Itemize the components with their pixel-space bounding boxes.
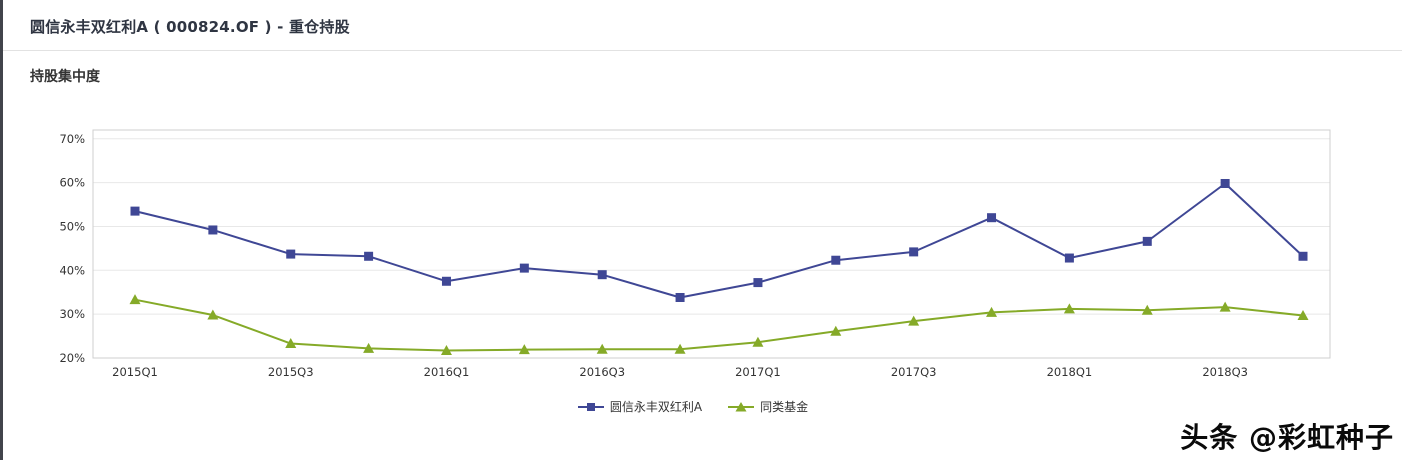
square-marker-icon — [577, 401, 604, 413]
svg-text:30%: 30% — [59, 307, 85, 321]
svg-text:2015Q1: 2015Q1 — [112, 365, 158, 379]
triangle-marker-icon — [728, 401, 755, 413]
legend-label-peer-funds: 同类基金 — [760, 400, 809, 414]
svg-text:20%: 20% — [59, 351, 85, 365]
svg-text:70%: 70% — [59, 132, 85, 146]
svg-text:40%: 40% — [59, 263, 85, 277]
svg-text:2016Q3: 2016Q3 — [579, 365, 625, 379]
concentration-line-chart: 20% 30% 40% 50% 60% 70% 2015Q1 2015Q3 2016Q1 2016… — [59, 129, 1331, 379]
legend-item-peer-funds[interactable]: 同类基金 — [728, 398, 808, 415]
svg-text:60%: 60% — [59, 176, 85, 190]
window-left-edge — [0, 0, 3, 460]
svg-text:50%: 50% — [59, 219, 85, 233]
header-divider — [0, 50, 1402, 51]
svg-text:2017Q1: 2017Q1 — [735, 365, 781, 379]
svg-text:2018Q1: 2018Q1 — [1047, 365, 1093, 379]
svg-text:2018Q3: 2018Q3 — [1202, 365, 1248, 379]
chart-legend: 圆信永丰双红利A 同类基金 — [28, 398, 1358, 415]
watermark: 头条 @彩虹种子 — [1180, 421, 1394, 454]
svg-text:2016Q1: 2016Q1 — [424, 365, 470, 379]
chart-area: 20% 30% 40% 50% 60% 70% 2015Q1 2015Q3 2016Q1 2016… — [28, 118, 1402, 415]
page-title: 圆信永丰双红利A ( 000824.OF ) - 重仓持股 — [30, 18, 350, 36]
header: 圆信永丰双红利A ( 000824.OF ) - 重仓持股 — [0, 0, 1402, 50]
section-title: 持股集中度 — [30, 69, 100, 85]
legend-item-fund[interactable]: 圆信永丰双红利A — [577, 398, 703, 415]
svg-text:2015Q3: 2015Q3 — [268, 365, 314, 379]
svg-text:2017Q3: 2017Q3 — [891, 365, 937, 379]
legend-label-fund: 圆信永丰双红利A — [609, 400, 703, 414]
